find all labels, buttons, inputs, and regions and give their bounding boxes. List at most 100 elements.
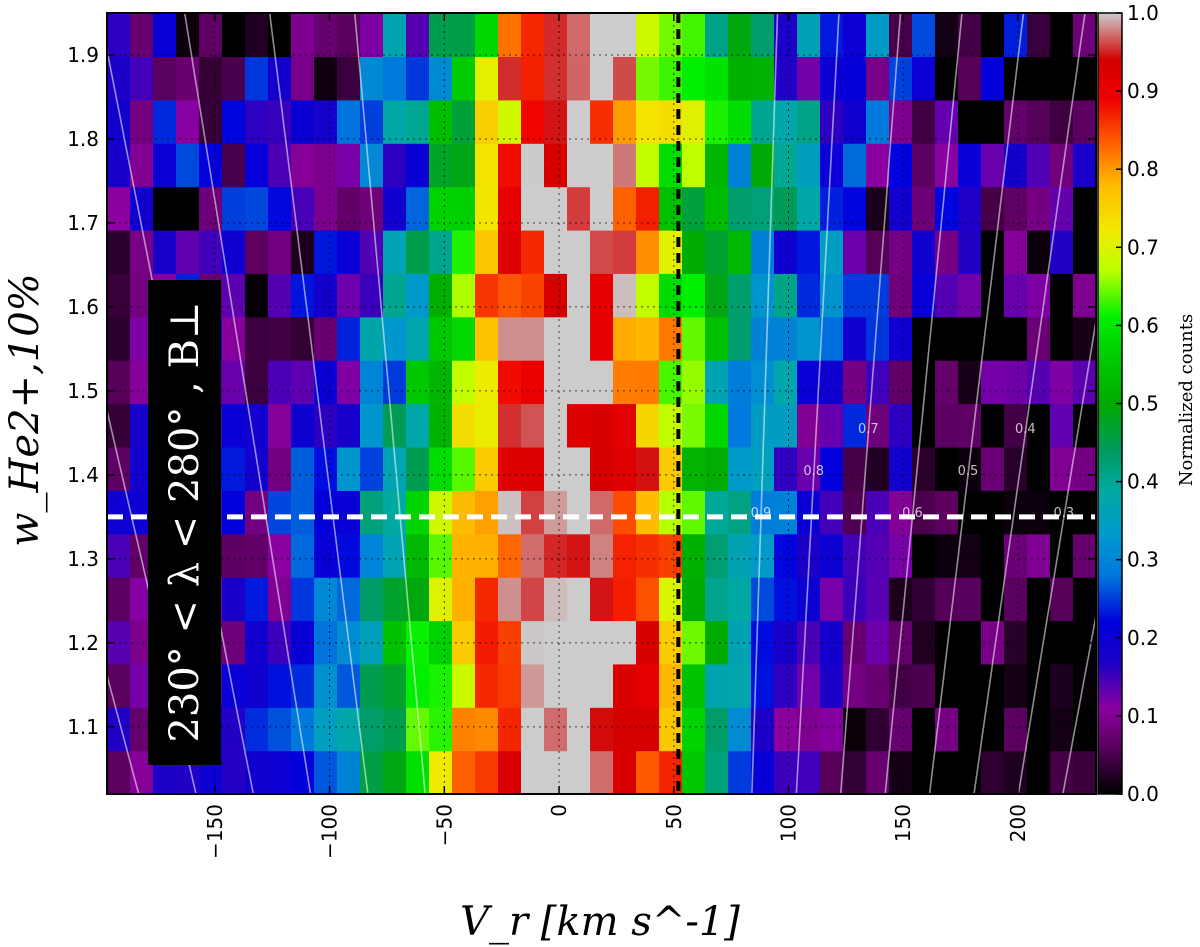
heatmap-cell: [774, 707, 798, 752]
heatmap-cell: [866, 490, 890, 535]
heatmap-cell: [406, 533, 430, 578]
heatmap-cell: [958, 446, 982, 491]
heatmap-cell: [935, 707, 959, 752]
heatmap-cell: [291, 56, 315, 101]
heatmap-cell: [544, 707, 568, 752]
heatmap-cell: [107, 446, 131, 491]
contour-lines: 0.90.80.70.60.50.40.30.20.1: [107, 13, 1096, 794]
heatmap-cell: [1050, 13, 1074, 57]
heatmap-cell: [245, 533, 269, 578]
heatmap-cell: [843, 273, 867, 318]
heatmap-cell: [958, 663, 982, 708]
heatmap-cell: [1050, 186, 1074, 231]
heatmap-cell: [222, 316, 246, 361]
heatmap-cell: [820, 360, 844, 405]
heatmap-cell: [935, 13, 959, 57]
heatmap-cell: [245, 620, 269, 665]
heatmap-cell: [314, 99, 338, 144]
heatmap-cell: [291, 360, 315, 405]
heatmap-cell: [682, 56, 706, 101]
heatmap-cell: [383, 403, 407, 448]
heatmap-cell: [1004, 403, 1028, 448]
heatmap-cell: [636, 229, 660, 274]
heatmap-cell: [866, 533, 890, 578]
heatmap-cell: [774, 446, 798, 491]
heatmap-cell: [245, 446, 269, 491]
heatmap-cell: [176, 186, 200, 231]
heatmap-cell: [1073, 403, 1096, 448]
heatmap-cell: [291, 143, 315, 188]
heatmap-cell: [751, 229, 775, 274]
heatmap-cell: [958, 229, 982, 274]
heatmap-cell: [567, 99, 591, 144]
heatmap-cell: [613, 13, 637, 57]
contour-label: 0.8: [803, 464, 824, 479]
heatmap-cell: [314, 750, 338, 794]
heatmap-cell: [314, 186, 338, 231]
heatmap-cell: [130, 273, 154, 318]
heatmap-cell: [245, 360, 269, 405]
heatmap-cell: [1073, 577, 1096, 622]
heatmap-cell: [889, 750, 913, 794]
heatmap-cell: [475, 13, 499, 57]
heatmap-cell: [866, 99, 890, 144]
heatmap-cell: [613, 273, 637, 318]
heatmap-cell: [383, 620, 407, 665]
heatmap-cell: [429, 360, 453, 405]
heatmap-cell: [889, 663, 913, 708]
heatmap-cell: [337, 577, 361, 622]
heatmap-cell: [475, 577, 499, 622]
heatmap-cell: [452, 13, 476, 57]
heatmap-cell: [452, 403, 476, 448]
heatmap-cell: [406, 99, 430, 144]
heatmap-cell: [498, 186, 522, 231]
heatmap-cell: [498, 490, 522, 535]
heatmap-cell: [360, 56, 384, 101]
heatmap-cell: [1027, 663, 1051, 708]
heatmap-cell: [360, 143, 384, 188]
heatmap-cell: [820, 316, 844, 361]
heatmap-cell: [705, 490, 729, 535]
heatmap-cell: [912, 533, 936, 578]
heatmap-cell: [199, 186, 223, 231]
heatmap-cell: [751, 143, 775, 188]
heatmap-cell: [429, 56, 453, 101]
heatmap-cell: [291, 13, 315, 57]
heatmap-cell: [107, 186, 131, 231]
heatmap-cell: [613, 707, 637, 752]
heatmap-cell: [682, 707, 706, 752]
heatmap-cell: [613, 533, 637, 578]
heatmap-cell: [797, 490, 821, 535]
heatmap-cell: [567, 316, 591, 361]
heatmap-cell: [1004, 577, 1028, 622]
heatmap-cell: [843, 577, 867, 622]
heatmap-cell: [912, 316, 936, 361]
heatmap-cell: [774, 13, 798, 57]
heatmap-cell: [291, 577, 315, 622]
heatmap-cell: [843, 186, 867, 231]
heatmap-cell: [337, 533, 361, 578]
heatmap-cell: [567, 577, 591, 622]
heatmap-cell: [705, 620, 729, 665]
heatmap-cell: [452, 707, 476, 752]
heatmap-cell: [314, 533, 338, 578]
heatmap-cell: [567, 750, 591, 794]
colorbar-tick-label: 0.6: [1127, 313, 1159, 337]
heatmap-cell: [1027, 446, 1051, 491]
heatmap-cell: [889, 56, 913, 101]
heatmap-cell: [337, 360, 361, 405]
y-axis-label: w_He2+,10%: [2, 273, 48, 546]
heatmap-cell: [728, 316, 752, 361]
heatmap-cell: [613, 186, 637, 231]
heatmap-cell: [452, 750, 476, 794]
heatmap-cell: [498, 403, 522, 448]
heatmap-cell: [383, 707, 407, 752]
heatmap-cell: [820, 446, 844, 491]
heatmap-cell: [636, 13, 660, 57]
heatmap-cell: [958, 490, 982, 535]
heatmap-cell: [636, 360, 660, 405]
colorbar-ticks: 0.0 0.1 0.2 0.3 0.4 0.5 0.6 0.7 0.8 0.9 1.0: [1116, 1, 1159, 806]
heatmap-cell: [544, 490, 568, 535]
heatmap-cell: [590, 360, 614, 405]
heatmap-cell: [682, 490, 706, 535]
